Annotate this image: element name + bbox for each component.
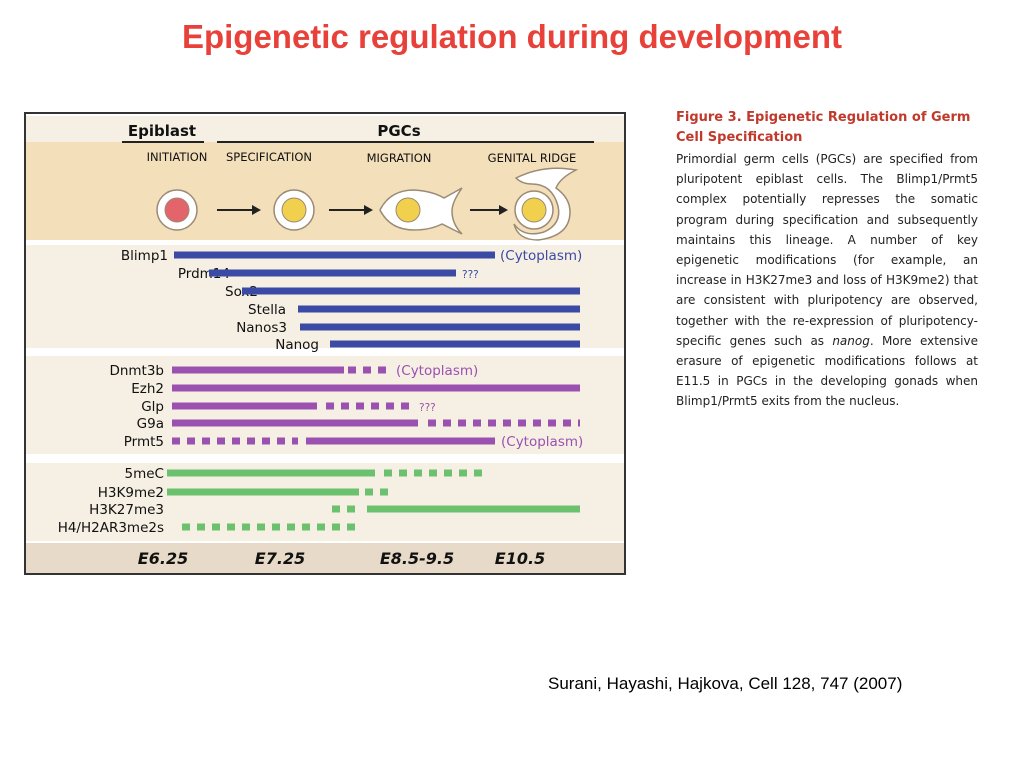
row-label: 5meC	[125, 466, 164, 482]
caption-gene-name: nanog	[832, 333, 870, 348]
timepoint-label: E6.25	[138, 549, 188, 568]
caption-text: . More extensive erasure of epigenetic m…	[676, 333, 978, 409]
specified-pgc-icon	[273, 189, 315, 231]
arrow-icon	[470, 205, 508, 215]
caption-title: Figure 3. Epigenetic Regulation of Germ …	[676, 110, 971, 145]
row-label: Prmt5	[124, 434, 164, 450]
citation: Surani, Hayashi, Hajkova, Cell 128, 747 …	[548, 674, 903, 693]
arrow-icon	[217, 205, 261, 215]
transcription-panel	[26, 245, 624, 348]
row-label: Dnmt3b	[109, 363, 164, 379]
row-label: Blimp1	[121, 248, 168, 264]
row-label: G9a	[137, 416, 164, 432]
row-label: Stella	[248, 302, 286, 318]
row-label: H3K27me3	[89, 502, 164, 518]
row-label: Glp	[141, 399, 164, 415]
caption-text: Primordial germ cells (PGCs) are specifi…	[676, 152, 978, 348]
stage-label-genital-ridge: GENITAL RIDGE	[488, 151, 577, 165]
row-label: H3K9me2	[98, 485, 164, 501]
timeline-band	[26, 543, 624, 573]
header-band	[26, 116, 624, 142]
stage-label-initiation: INITIATION	[147, 150, 208, 164]
unknown-note: ???	[462, 269, 479, 281]
timepoint-label: E8.5-9.5	[380, 549, 454, 568]
epiblast-cell-icon	[156, 189, 198, 231]
cytoplasm-note: (Cytoplasm)	[501, 434, 583, 450]
row-label: Nanos3	[236, 320, 287, 336]
header-epiblast-label: Epiblast	[128, 122, 196, 140]
stage-label-specification: SPECIFICATION	[226, 150, 312, 164]
figure-panel: Epiblast PGCs INITIATION SPECIFICATION M…	[24, 112, 626, 575]
timepoint-label: E7.25	[255, 549, 305, 568]
cytoplasm-note: (Cytoplasm)	[500, 248, 582, 264]
stage-label-migration: MIGRATION	[367, 151, 432, 165]
expression-rows: Blimp1 (Cytoplasm)Prdm14 ???Sox2StellaNano…	[58, 248, 584, 536]
row-label: Nanog	[275, 337, 319, 353]
figure-diagram: Epiblast PGCs INITIATION SPECIFICATION M…	[24, 112, 626, 575]
arrow-icon	[329, 205, 373, 215]
unknown-note: ???	[419, 402, 436, 414]
row-label: H4/H2AR3me2s	[58, 520, 164, 536]
timepoint-label: E10.5	[495, 549, 545, 568]
genital-ridge-pgc-icon	[513, 167, 579, 241]
cytoplasm-note: (Cytoplasm)	[396, 363, 478, 379]
header-pgcs-label: PGCs	[377, 122, 420, 140]
row-label: Ezh2	[131, 381, 164, 397]
figure-caption: Figure 3. Epigenetic Regulation of Germ …	[676, 108, 978, 412]
slide-title: Epigenetic regulation during development	[181, 18, 843, 55]
caption-body: Primordial germ cells (PGCs) are specifi…	[676, 149, 978, 412]
migrating-pgc-icon	[379, 187, 463, 235]
